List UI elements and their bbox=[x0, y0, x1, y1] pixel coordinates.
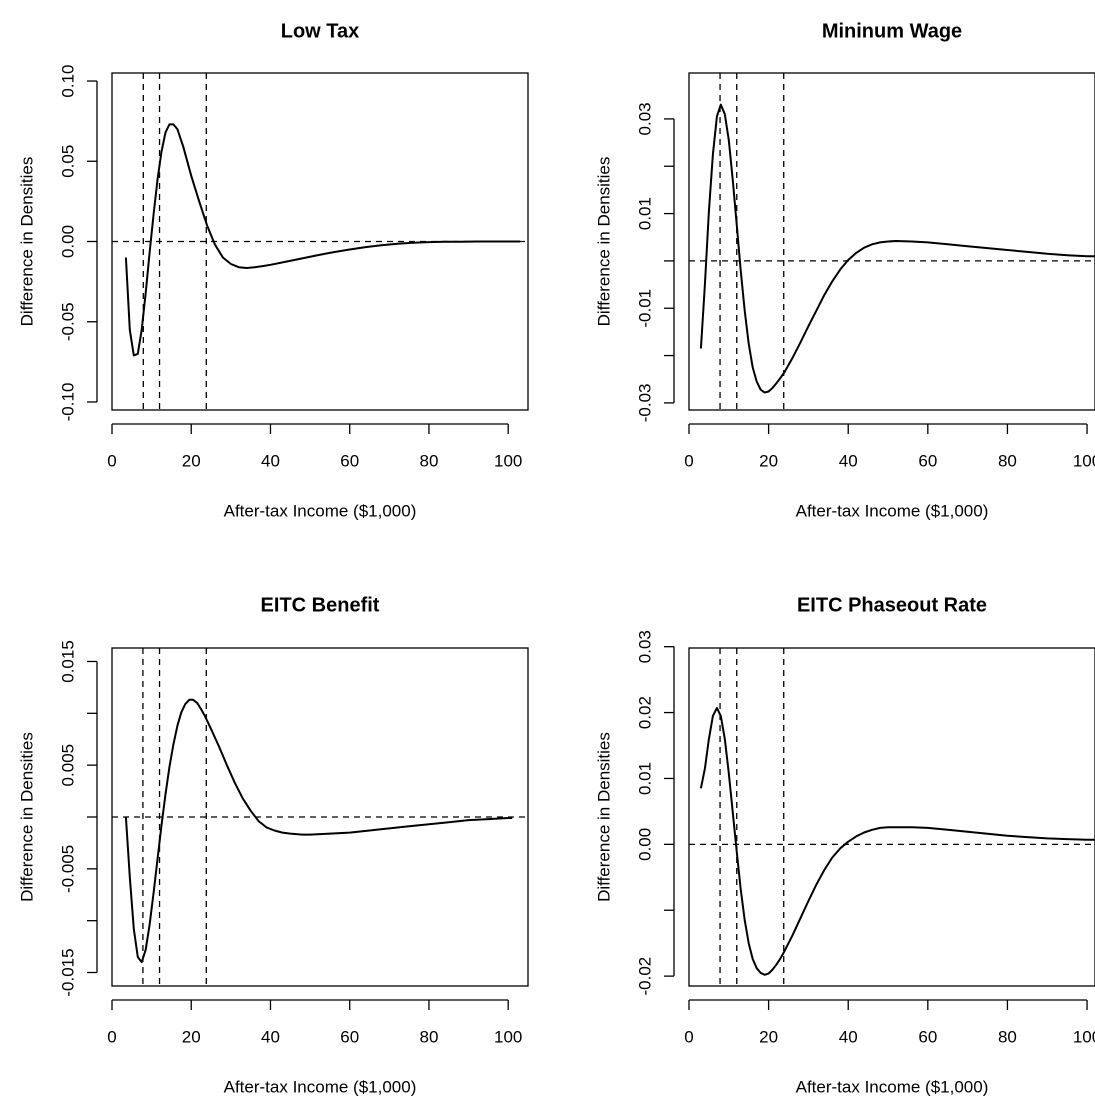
y-tick-label: 0.00 bbox=[635, 828, 654, 861]
y-axis-label: Difference in Densities bbox=[594, 157, 613, 327]
x-tick-label: 20 bbox=[182, 451, 201, 470]
y-tick-label: 0.01 bbox=[635, 762, 654, 795]
x-axis-label: After-tax Income ($1,000) bbox=[796, 1077, 989, 1096]
chart-panel-1: Low Tax 0 20 40 60 80 100 -0.10 -0.05 0.00 0.05 0.1… bbox=[17, 20, 529, 520]
x-tick-label: 40 bbox=[839, 1027, 858, 1046]
plot-frame bbox=[688, 72, 1095, 411]
y-tick-label: 0.02 bbox=[635, 696, 654, 729]
y-tick-label: -0.02 bbox=[635, 957, 654, 996]
x-tick-label: 40 bbox=[261, 1027, 280, 1046]
x-tick-label: 80 bbox=[998, 451, 1017, 470]
x-tick-label: 0 bbox=[684, 451, 693, 470]
y-tick-label: 0.05 bbox=[58, 145, 77, 178]
y-tick-label: -0.01 bbox=[635, 289, 654, 328]
plot-frame bbox=[688, 647, 1095, 987]
x-tick-label: 0 bbox=[107, 1027, 116, 1046]
y-tick-label: 0.00 bbox=[58, 225, 77, 258]
chart-title: EITC Benefit bbox=[261, 594, 380, 616]
x-tick-label: 20 bbox=[759, 451, 778, 470]
x-axis-label: After-tax Income ($1,000) bbox=[796, 501, 989, 520]
y-axis-label: Difference in Densities bbox=[594, 732, 613, 902]
x-tick-label: 100 bbox=[494, 451, 522, 470]
x-axis-label: After-tax Income ($1,000) bbox=[224, 1077, 417, 1096]
x-tick-label: 100 bbox=[1073, 451, 1095, 470]
y-tick-label: -0.05 bbox=[58, 302, 77, 341]
y-tick-label: -0.015 bbox=[58, 948, 77, 996]
chart-title: Mininum Wage bbox=[822, 20, 962, 42]
x-tick-label: 20 bbox=[182, 1027, 201, 1046]
y-tick-label: -0.005 bbox=[58, 845, 77, 893]
x-tick-label: 0 bbox=[684, 1027, 693, 1046]
x-tick-label: 100 bbox=[1073, 1027, 1095, 1046]
y-tick-label: 0.01 bbox=[635, 197, 654, 230]
x-tick-label: 80 bbox=[419, 451, 438, 470]
y-axis-label: Difference in Densities bbox=[17, 732, 36, 902]
chart-panel-2: Mininum Wage 0 20 40 60 80 100 -0.03 -0.01 0.01 0.… bbox=[594, 20, 1095, 520]
x-tick-label: 40 bbox=[839, 451, 858, 470]
x-axis-label: After-tax Income ($1,000) bbox=[224, 501, 417, 520]
y-tick-label: 0.03 bbox=[635, 102, 654, 135]
x-tick-label: 100 bbox=[494, 1027, 522, 1046]
series-line bbox=[124, 698, 513, 964]
x-tick-label: 60 bbox=[918, 1027, 937, 1046]
y-tick-label: -0.10 bbox=[58, 383, 77, 422]
series-line bbox=[699, 707, 1095, 976]
chart-panel-3: EITC Benefit 0 20 40 60 80 100 -0.015 -0.005 0.00… bbox=[17, 594, 529, 1096]
x-tick-label: 20 bbox=[759, 1027, 778, 1046]
chart-panel-4: EITC Phaseout Rate 0 20 40 60 80 100 -0.02 0.00 0… bbox=[594, 594, 1095, 1096]
y-tick-label: 0.03 bbox=[635, 630, 654, 663]
series-line bbox=[124, 123, 521, 357]
x-tick-label: 60 bbox=[918, 451, 937, 470]
x-tick-label: 80 bbox=[419, 1027, 438, 1046]
y-axis-label: Difference in Densities bbox=[17, 157, 36, 327]
x-tick-label: 0 bbox=[107, 451, 116, 470]
chart-title: Low Tax bbox=[281, 20, 360, 42]
y-tick-label: -0.03 bbox=[635, 384, 654, 423]
x-tick-label: 60 bbox=[340, 1027, 359, 1046]
x-tick-label: 80 bbox=[998, 1027, 1017, 1046]
y-tick-label: 0.015 bbox=[58, 640, 77, 683]
series-line bbox=[699, 103, 1095, 394]
y-tick-label: 0.10 bbox=[58, 64, 77, 97]
chart-title: EITC Phaseout Rate bbox=[797, 594, 987, 616]
x-tick-label: 40 bbox=[261, 451, 280, 470]
y-tick-label: 0.005 bbox=[58, 744, 77, 787]
x-tick-label: 60 bbox=[340, 451, 359, 470]
